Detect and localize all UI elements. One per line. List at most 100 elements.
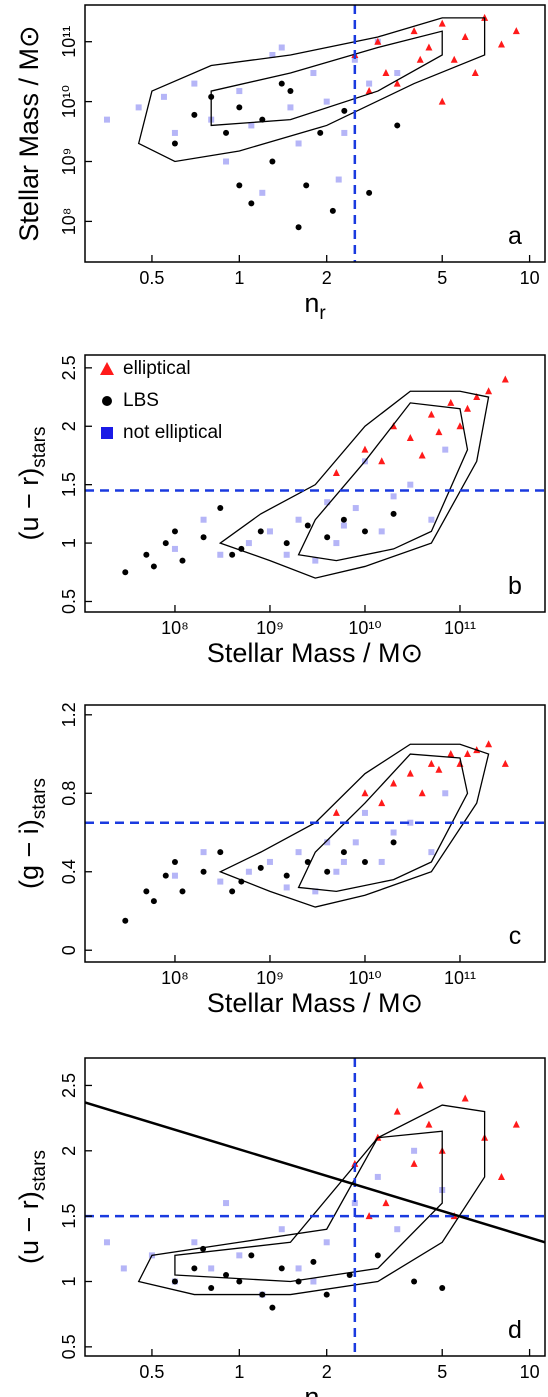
point xyxy=(410,1159,418,1167)
point xyxy=(374,37,382,45)
point xyxy=(200,1245,207,1252)
y-tick-label: 10¹¹ xyxy=(59,26,79,58)
point xyxy=(217,505,224,512)
y-axis-label-main: Stellar Mass / M⊙ xyxy=(14,25,44,241)
point xyxy=(351,1200,358,1207)
point xyxy=(447,750,455,758)
point xyxy=(435,428,443,436)
y-axis-label: (u − r)stars xyxy=(14,427,50,541)
y-axis-label-sub: stars xyxy=(29,1150,50,1191)
point xyxy=(200,849,207,856)
x-tick-label: 10⁸ xyxy=(161,618,189,638)
point xyxy=(366,80,373,87)
y-tick-label: 0.5 xyxy=(59,1334,79,1359)
point xyxy=(324,868,331,875)
point xyxy=(333,868,340,875)
point xyxy=(120,1265,127,1272)
point xyxy=(485,740,493,748)
point xyxy=(229,551,236,558)
x-axis-label: nr xyxy=(304,288,326,324)
y-axis-label-sub: stars xyxy=(29,778,50,819)
panel-label: b xyxy=(508,572,522,600)
contour xyxy=(174,1130,443,1283)
point xyxy=(464,750,472,758)
y-tick-label: 2 xyxy=(59,421,79,431)
x-tick-label: 0.5 xyxy=(139,268,164,288)
point xyxy=(485,387,493,395)
y-tick-label: 2.5 xyxy=(59,355,79,380)
point xyxy=(191,80,198,87)
point xyxy=(332,808,340,816)
point xyxy=(171,872,178,879)
point xyxy=(191,1239,198,1246)
point xyxy=(407,819,414,826)
point xyxy=(287,104,294,111)
point xyxy=(418,451,426,459)
point xyxy=(411,1278,418,1285)
y-tick-label: 1 xyxy=(59,1276,79,1286)
point xyxy=(352,839,359,846)
point xyxy=(310,1278,317,1285)
point xyxy=(341,107,348,114)
point xyxy=(171,140,178,147)
x-tick-label: 1 xyxy=(234,268,244,288)
legend-marker xyxy=(102,396,112,406)
point xyxy=(179,888,186,895)
panel-label: a xyxy=(508,222,522,250)
point xyxy=(229,888,236,895)
point xyxy=(340,849,347,856)
point xyxy=(304,522,311,529)
point xyxy=(248,122,255,129)
y-axis-label-main: (g − i) xyxy=(14,819,44,889)
point xyxy=(411,1147,418,1154)
point xyxy=(323,1291,330,1298)
point xyxy=(340,858,347,865)
point xyxy=(456,422,464,430)
point xyxy=(122,917,129,924)
point xyxy=(208,1265,215,1272)
point xyxy=(323,98,330,105)
point xyxy=(269,51,276,58)
x-axis-label-main: n xyxy=(304,1382,319,1397)
point xyxy=(406,769,414,777)
point xyxy=(143,888,150,895)
point xyxy=(501,759,509,767)
x-tick-label: 10⁸ xyxy=(161,968,189,988)
point xyxy=(122,569,129,576)
point xyxy=(512,1120,520,1128)
y-tick-label: 2 xyxy=(59,1146,79,1156)
point xyxy=(162,872,169,879)
point xyxy=(160,93,167,100)
y-tick-label: 0.5 xyxy=(59,589,79,614)
point xyxy=(390,779,398,787)
y-axis-label: Stellar Mass / M⊙ xyxy=(14,25,44,241)
point xyxy=(150,898,157,905)
point xyxy=(236,1278,243,1285)
x-tick-label: 2 xyxy=(322,268,332,288)
point xyxy=(200,516,207,523)
point xyxy=(333,540,340,547)
panel-label: d xyxy=(508,1316,522,1344)
contour xyxy=(137,17,486,163)
point xyxy=(217,849,224,856)
legend-label: elliptical xyxy=(123,358,191,379)
point xyxy=(283,540,290,547)
axes-frame xyxy=(84,704,546,963)
point xyxy=(393,79,401,87)
x-axis-label-main: n xyxy=(304,288,319,318)
point xyxy=(217,878,224,885)
point xyxy=(135,104,142,111)
point xyxy=(236,88,243,95)
point xyxy=(295,516,302,523)
point xyxy=(278,80,285,87)
point xyxy=(390,493,397,500)
point xyxy=(257,864,264,871)
point xyxy=(143,551,150,558)
point xyxy=(303,182,310,189)
point xyxy=(425,43,433,51)
point xyxy=(438,97,446,105)
panel: 10⁸ 10⁹ 10¹⁰ 10¹¹ 0.5 1 1.5 2 2.5 Stellar Mass / … xyxy=(14,354,546,668)
y-axis-label: (g − i)stars xyxy=(14,778,50,889)
